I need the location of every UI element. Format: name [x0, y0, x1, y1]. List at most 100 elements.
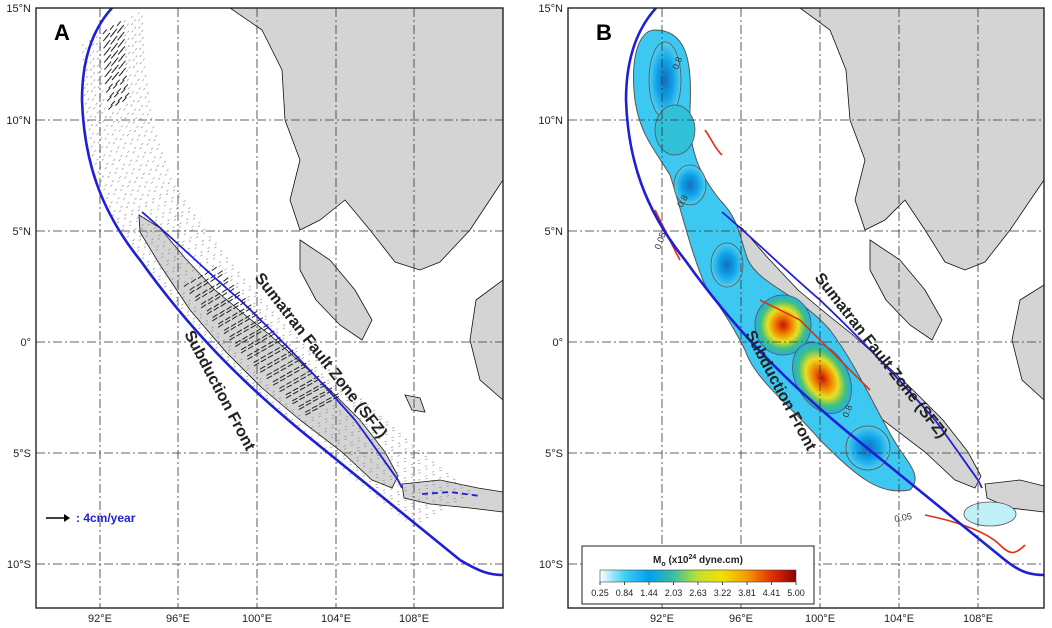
velocity-vector — [112, 83, 118, 89]
velocity-vector — [203, 228, 206, 231]
velocity-vector — [372, 419, 375, 422]
malay-south-landmass — [299, 239, 373, 341]
velocity-vector — [314, 356, 318, 359]
velocity-vector — [118, 176, 122, 179]
velocity-vector — [129, 220, 132, 223]
velocity-vector — [247, 299, 250, 302]
velocity-vector — [172, 226, 175, 229]
velocity-vector — [372, 412, 376, 415]
velocity-vector — [294, 347, 298, 350]
velocity-vector — [136, 138, 139, 141]
velocity-vector — [346, 386, 350, 389]
velocity-vector — [131, 138, 134, 141]
velocity-vector — [126, 133, 130, 137]
velocity-vector — [299, 386, 306, 391]
velocity-vector — [377, 447, 381, 450]
velocity-vector — [331, 417, 335, 419]
velocity-vector — [298, 403, 305, 408]
velocity-vector — [91, 98, 95, 101]
velocity-vector — [325, 408, 328, 411]
velocity-vector — [418, 462, 421, 464]
velocity-vector — [216, 332, 220, 335]
velocity-vector — [105, 87, 111, 93]
velocity-vector — [167, 219, 170, 222]
velocity-vector — [173, 185, 176, 188]
velocity-vector — [157, 237, 161, 240]
velocity-vector — [382, 472, 386, 475]
velocity-vector — [153, 190, 157, 193]
velocity-vector — [158, 234, 161, 237]
velocity-vector — [355, 479, 359, 481]
velocity-vector — [418, 472, 421, 474]
velocity-vector — [260, 355, 267, 360]
velocity-vector — [403, 477, 407, 479]
velocity-vector — [301, 343, 305, 346]
velocity-vector — [133, 74, 137, 77]
velocity-vector — [184, 273, 188, 276]
velocity-vector — [271, 314, 274, 317]
velocity-vector — [432, 510, 435, 512]
velocity-vector — [221, 292, 228, 297]
velocity-vector — [100, 68, 103, 71]
velocity-vector — [110, 100, 116, 106]
velocity-vector — [225, 260, 229, 263]
velocity-vector — [137, 78, 140, 82]
velocity-vector — [159, 173, 162, 176]
velocity-vector — [249, 331, 255, 336]
velocity-vector — [97, 78, 100, 82]
velocity-vector — [362, 462, 366, 464]
velocity-vector — [127, 184, 130, 188]
velocity-vector — [219, 313, 225, 318]
velocity-vector — [404, 499, 407, 502]
velocity-vector — [344, 435, 347, 438]
velocity-vector — [97, 119, 100, 123]
velocity-vector — [168, 248, 171, 251]
velocity-vector — [431, 461, 435, 463]
velocity-vector — [109, 24, 115, 31]
velocity-vector — [403, 467, 407, 470]
velocity-vector — [203, 333, 207, 336]
velocity-vector — [161, 215, 165, 218]
velocity-vector — [411, 502, 414, 504]
velocity-vector — [189, 286, 195, 291]
velocity-vector — [220, 302, 226, 307]
velocity-vector — [334, 375, 337, 378]
velocity-vector — [345, 418, 348, 421]
velocity-vector — [133, 108, 137, 111]
velocity-vector — [371, 432, 375, 434]
velocity-vector — [186, 218, 189, 221]
velocity-vector — [128, 163, 131, 166]
velocity-vector — [183, 281, 187, 284]
velocity-vector — [312, 385, 319, 390]
velocity-vector — [182, 203, 186, 206]
velocity-vector — [314, 359, 318, 362]
velocity-vector — [383, 492, 386, 494]
velocity-vector — [89, 54, 92, 57]
velocity-vector — [135, 48, 138, 51]
velocity-vector — [207, 300, 214, 305]
velocity-vector — [92, 50, 95, 53]
velocity-vector — [192, 317, 196, 320]
velocity-vector — [320, 373, 324, 376]
velocity-vector — [220, 299, 227, 304]
velocity-vector — [308, 353, 312, 355]
velocity-vector — [245, 375, 249, 378]
velocity-vector — [181, 211, 184, 214]
velocity-vector — [93, 141, 96, 144]
velocity-vector — [240, 346, 247, 351]
velocity-vector — [164, 282, 167, 285]
velocity-vector — [188, 240, 192, 243]
velocity-vector — [174, 215, 177, 218]
velocity-vector — [122, 97, 127, 103]
velocity-vector — [350, 441, 354, 443]
velocity-vector — [223, 280, 229, 286]
velocity-vector — [266, 375, 273, 380]
velocity-vector — [166, 222, 170, 225]
bangka-island — [404, 394, 426, 413]
velocity-vector — [104, 167, 107, 170]
velocity-vector — [103, 50, 109, 56]
velocity-vector — [233, 301, 239, 307]
velocity-vector — [138, 185, 141, 188]
velocity-vector — [93, 86, 96, 89]
velocity-vector — [106, 196, 109, 200]
